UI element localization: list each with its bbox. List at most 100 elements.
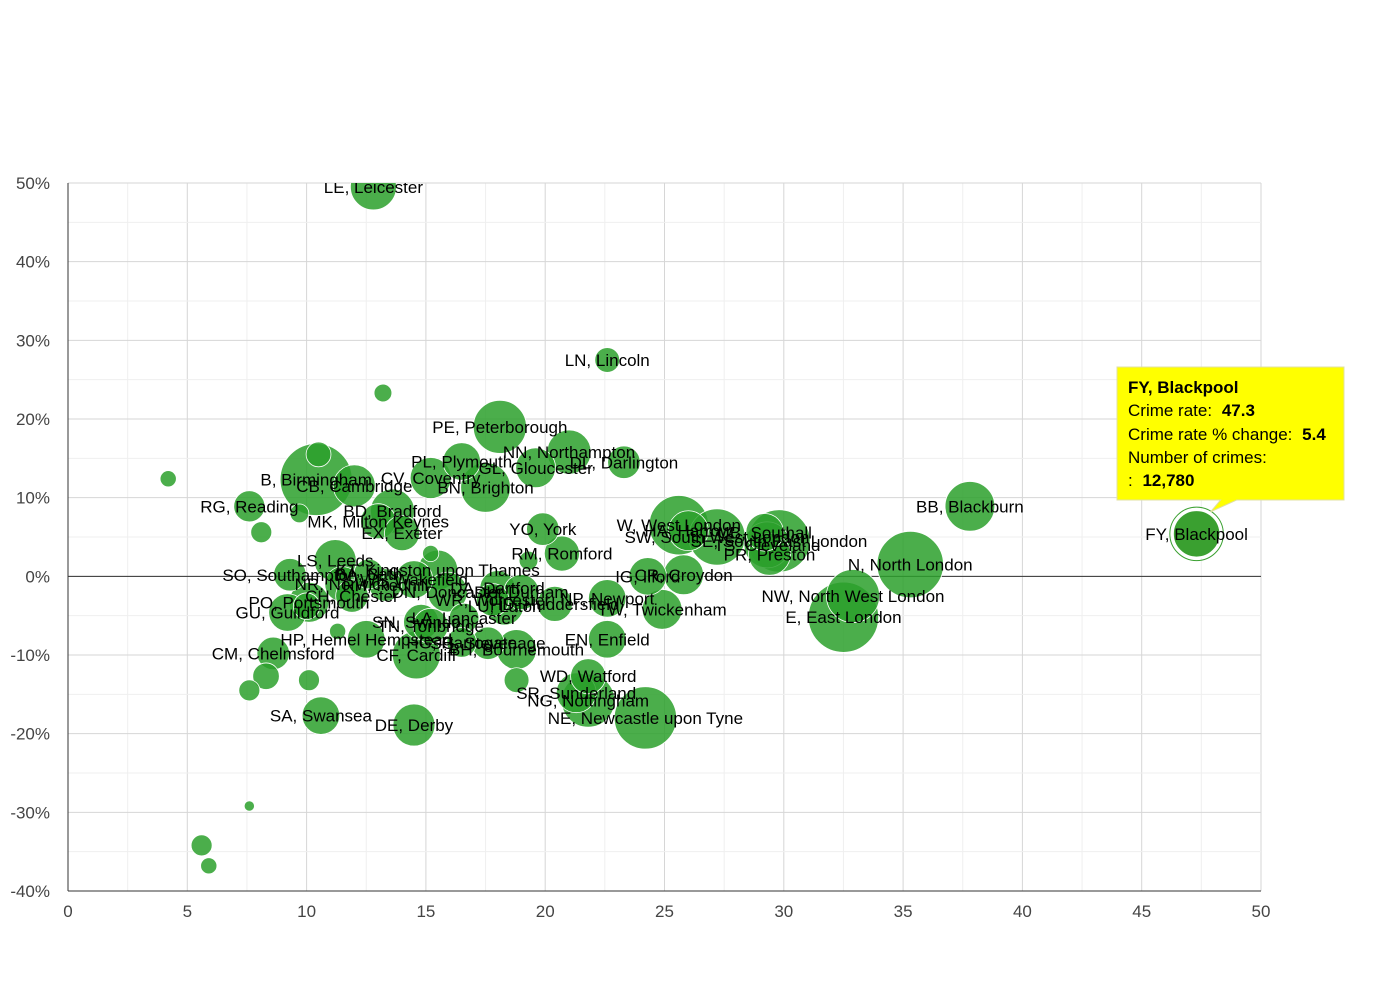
bubble-label: SN, Swindon: [372, 613, 470, 632]
bubble-label: N, North London: [848, 556, 973, 575]
y-tick-label: 10%: [16, 489, 50, 508]
bubble-label: EX, Exeter: [361, 524, 443, 543]
x-tick-label: 30: [774, 902, 793, 921]
bubble: [233, 490, 266, 523]
bubble-label: PL, Plymouth: [411, 452, 512, 471]
bubble: [826, 569, 880, 623]
bubble-label: NN, Northampton: [503, 443, 635, 462]
bubble-label: FY, Blackpool: [1145, 525, 1248, 544]
bubble-label: PR, Preston: [724, 545, 816, 564]
bubble-label: SE, South East London: [691, 532, 868, 551]
tooltip-title: FY, Blackpool: [1128, 378, 1239, 397]
bubble-label: PE, Peterborough: [432, 418, 567, 437]
bubble-label: BB, Blackburn: [916, 497, 1024, 516]
bubble-label: LU, Luton: [468, 597, 542, 616]
bubble: [503, 667, 530, 693]
bubble: [200, 857, 218, 875]
bubble: [613, 686, 677, 750]
tooltip-change-value: 5.4: [1302, 425, 1326, 444]
bubble-label: CR, Croydon: [634, 566, 732, 585]
bubble-label: TN, Tonbridge: [377, 617, 483, 636]
bubble: [332, 464, 376, 508]
bubble: [373, 383, 393, 403]
bubble: [745, 513, 784, 552]
bubble: [476, 583, 510, 617]
bubble: [594, 347, 621, 373]
bubble-label: LA, Lancaster: [412, 609, 517, 628]
bubble-label: TS, Cleveland: [714, 536, 821, 555]
bubble-label: YO, York: [509, 520, 577, 539]
bubble-label: NG, Nottingham: [527, 692, 649, 711]
tooltip-rate-label: Crime rate:: [1128, 401, 1212, 420]
bubble-label: NW, North West London: [761, 587, 944, 606]
y-tick-label: -30%: [10, 803, 50, 822]
bubble: [442, 442, 481, 481]
x-tick-label: 10: [297, 902, 316, 921]
bubble-label: SO, Southampton: [222, 566, 357, 585]
bubble: [422, 544, 440, 563]
x-tick-label: 50: [1252, 902, 1271, 921]
bubble-label: HA, Harrow: [644, 522, 733, 541]
bubble-label: MK, Milton Keynes: [307, 512, 449, 531]
axes: 0 5 10 15 20 25 30 35 40 45 50 50% 40% 30% 20% 10% 0% -10…: [10, 174, 1270, 921]
bubble-label: BN, Brighton: [437, 478, 533, 497]
bubble-label: WR, Worcester: [435, 591, 550, 610]
bubble-label: GU, Guildford: [236, 604, 340, 623]
x-tick-label: 0: [63, 902, 72, 921]
bubble-label: E, East London: [785, 608, 901, 627]
tooltip-change-line: Crime rate % change: 5.4: [1128, 425, 1326, 444]
bubble-label: B, Birmingham: [260, 471, 371, 490]
bubble: [292, 592, 321, 620]
bubble-label: LE, Leicester: [324, 178, 424, 197]
x-tick-label: 25: [655, 902, 674, 921]
bubble: [668, 510, 709, 552]
bubble-label: DE, Derby: [375, 716, 454, 735]
bubble: [350, 183, 397, 211]
tooltip-rate-value: 47.3: [1222, 401, 1255, 420]
bubble: [515, 447, 556, 489]
bubble: [876, 530, 944, 599]
tooltip-count-line: : 12,780: [1128, 471, 1194, 490]
bubble: [335, 579, 369, 613]
bubble-label: WD, Watford: [540, 667, 637, 686]
tooltip-count-value: 12,780: [1142, 471, 1194, 490]
bubble: [944, 481, 996, 532]
bubble-label: GL, Gloucester: [478, 459, 593, 478]
bubble-label: BA, Bath: [335, 565, 402, 584]
bubble: [526, 512, 560, 546]
bubble-label: NR, Norwich: [295, 575, 390, 594]
bubble-label: DL, Darlington: [570, 453, 679, 472]
x-tick-label: 5: [183, 902, 192, 921]
tooltip: FY, Blackpool Crime rate: 47.3 Crime rat…: [1116, 366, 1345, 513]
bubble: [518, 550, 539, 571]
bubble: [298, 669, 320, 692]
bubble: [243, 800, 255, 812]
bubble-label: DA, Dartford: [450, 579, 544, 598]
y-tick-label: 20%: [16, 410, 50, 429]
bubble: [536, 585, 573, 622]
bubble-label: SW, South West London: [625, 528, 810, 547]
bubbles: [159, 183, 1224, 875]
bubble-label: NP, Newport: [560, 589, 654, 608]
x-tick-label: 45: [1132, 902, 1151, 921]
bubble: [409, 457, 452, 499]
bubble-label: CM, Chelmsford: [212, 644, 335, 663]
bubble-label: TW, Twickenham: [598, 600, 727, 619]
bubble-labels: LE, Leicester LN, Lincoln PE, Peterborough…: [200, 178, 1248, 735]
bubble-label: UB, Southall: [717, 523, 812, 542]
bubble-label: DH, Durham: [474, 583, 568, 602]
bubble: [347, 620, 386, 659]
bubble-label: EN, Enfield: [565, 630, 650, 649]
bubble-label: KT, Kingston upon Thames: [336, 561, 540, 580]
bubble-label: HG, Harrogate: [406, 633, 517, 652]
bubble-label: RG, Reading: [200, 497, 298, 516]
bubble: [543, 535, 580, 572]
bubble: [329, 622, 347, 640]
y-tick-label: -10%: [10, 646, 50, 665]
bubble-label: CB, Cambridge: [296, 477, 412, 496]
bubble: [607, 445, 641, 479]
bubble: [628, 557, 667, 596]
y-tick-label: 30%: [16, 331, 50, 350]
